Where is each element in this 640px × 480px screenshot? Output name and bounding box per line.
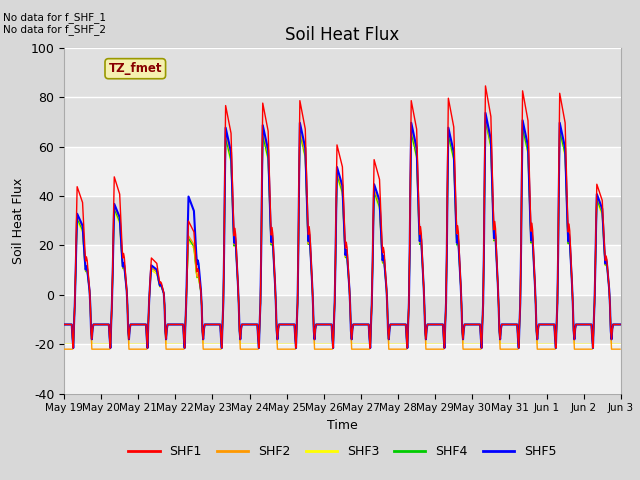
SHF4 (185, 235, 193, 241)
Text: No data for f_SHF_1
No data for f_SHF_2: No data for f_SHF_1 No data for f_SHF_2 (3, 12, 106, 36)
SHF5 (482, 110, 490, 116)
SHF4 (616, 322, 624, 327)
SHF3 (69, 345, 77, 351)
SHF1 (482, 83, 490, 89)
SHF5 (427, 322, 435, 327)
SHF4 (482, 118, 490, 123)
SHF4 (427, 322, 435, 327)
Line: SHF2: SHF2 (64, 118, 620, 349)
SHF2 (482, 115, 490, 121)
Legend: SHF1, SHF2, SHF3, SHF4, SHF5: SHF1, SHF2, SHF3, SHF4, SHF5 (124, 440, 561, 463)
X-axis label: Time: Time (327, 419, 358, 432)
SHF5 (410, 134, 418, 140)
SHF1 (60, 322, 68, 327)
SHF1 (71, 300, 79, 306)
SHF4 (60, 322, 68, 327)
SHF4 (128, 322, 136, 327)
SHF3 (616, 341, 624, 347)
SHF5 (128, 322, 136, 327)
SHF5 (616, 322, 624, 327)
SHF2 (426, 346, 434, 352)
SHF4 (69, 345, 77, 351)
SHF3 (410, 145, 418, 151)
SHF2 (410, 135, 417, 141)
SHF2 (127, 346, 135, 352)
Line: SHF5: SHF5 (64, 113, 620, 348)
SHF2 (60, 346, 68, 352)
SHF5 (185, 193, 193, 199)
SHF3 (185, 238, 193, 244)
SHF2 (184, 252, 191, 258)
Bar (64, 196, 621, 245)
SHF5 (60, 322, 68, 327)
SHF4 (410, 144, 418, 149)
Bar (64, 245, 621, 295)
SHF3 (214, 341, 221, 347)
Text: TZ_fmet: TZ_fmet (109, 62, 162, 75)
Line: SHF4: SHF4 (64, 120, 620, 348)
SHF3 (482, 120, 490, 126)
SHF1 (410, 114, 418, 120)
Title: Soil Heat Flux: Soil Heat Flux (285, 25, 399, 44)
SHF1 (616, 322, 624, 327)
Line: SHF1: SHF1 (64, 86, 620, 348)
Line: SHF3: SHF3 (64, 123, 620, 348)
SHF2 (213, 346, 221, 352)
SHF1 (214, 322, 221, 327)
SHF5 (214, 322, 221, 327)
SHF4 (214, 322, 221, 327)
SHF1 (128, 322, 136, 327)
Bar (64, 48, 621, 147)
SHF1 (427, 322, 435, 327)
Bar (64, 295, 621, 344)
SHF5 (71, 300, 79, 306)
Bar (64, 344, 621, 394)
SHF4 (71, 300, 79, 306)
SHF3 (427, 341, 435, 347)
SHF1 (69, 345, 77, 351)
SHF2 (70, 321, 78, 326)
SHF1 (185, 218, 193, 224)
SHF2 (616, 346, 624, 352)
SHF5 (69, 345, 77, 351)
SHF3 (128, 341, 136, 347)
Bar (64, 147, 621, 196)
SHF3 (71, 300, 79, 306)
Y-axis label: Soil Heat Flux: Soil Heat Flux (12, 178, 25, 264)
SHF3 (60, 341, 68, 347)
